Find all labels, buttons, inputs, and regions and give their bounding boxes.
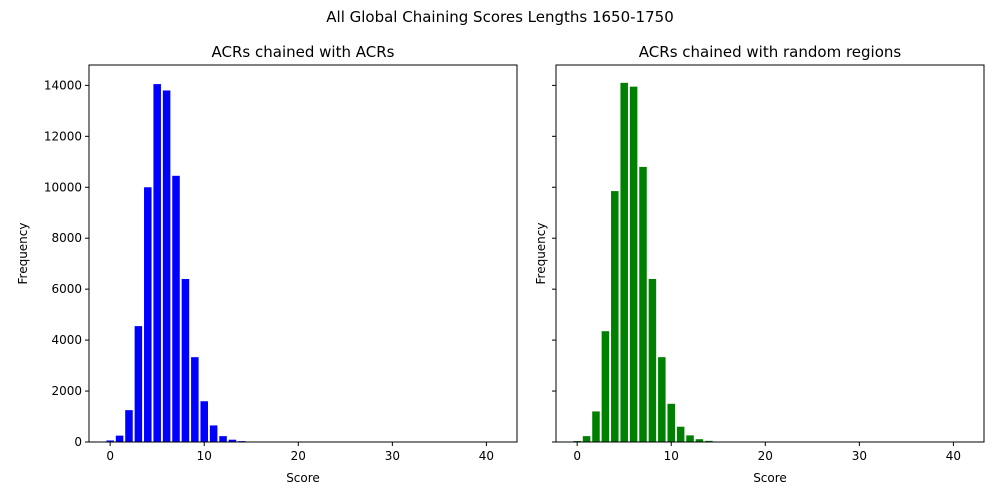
x-tick-label: 30 [385,449,400,463]
x-tick-label: 40 [479,449,494,463]
bar-score-4 [611,191,619,442]
x-tick-label: 20 [758,449,773,463]
x-axis-label: Score [286,471,320,485]
chart-title: ACRs chained with random regions [639,43,902,61]
bar-score-2 [125,410,133,442]
x-tick-label: 0 [573,449,581,463]
bar-score-5 [153,84,161,442]
y-tick-label: 4000 [51,333,82,347]
bar-score-7 [172,175,180,442]
y-tick-label: 2000 [51,384,82,398]
bar-score-5 [620,82,628,442]
bar-score-2 [592,411,600,442]
bar-score-0 [573,440,581,442]
y-tick-label: 6000 [51,282,82,296]
bar-score-13 [695,439,704,442]
bar-score-3 [134,326,143,442]
bar-score-6 [629,86,638,442]
chart-panels: 0 10 20 30 40 0 2000 4000 6000 8000 10000 12000 1400… [16,43,985,485]
x-tick-label: 20 [291,449,306,463]
x-tick-label: 30 [852,449,867,463]
bar-score-9 [191,357,199,442]
bar-score-11 [676,426,685,442]
bar-score-9 [658,357,666,442]
bar-score-13 [228,439,237,442]
x-tick-label: 10 [197,449,212,463]
bar-score-1 [582,436,591,442]
axes-frame [555,64,985,443]
x-tick-label: 10 [664,449,679,463]
y-tick-label: 0 [74,435,82,449]
chart-panel-2: 0 10 20 30 40 ACRs chained with random region… [534,43,985,485]
y-axis-label: Frequency [16,223,30,285]
bar-score-6 [162,90,171,443]
chart-panel-1: 0 10 20 30 40 0 2000 4000 6000 8000 10000 12000 1400… [16,43,518,485]
bar-score-7 [639,166,647,442]
x-tick-label: 0 [106,449,114,463]
bar-score-10 [667,403,675,442]
bar-score-1 [115,435,124,442]
x-tick-label: 40 [946,449,961,463]
chart-title: ACRs chained with ACRs [212,43,395,61]
y-tick-label: 8000 [51,231,82,245]
bar-score-11 [209,425,218,442]
bar-score-3 [601,331,610,442]
x-axis-label: Score [753,471,787,485]
bar-score-12 [686,435,694,442]
bar-score-12 [219,436,227,442]
bar-score-4 [144,187,152,442]
y-tick-label: 12000 [44,129,82,143]
y-tick-label: 14000 [44,78,82,92]
y-axis-label: Frequency [534,223,548,285]
bar-score-10 [200,401,208,442]
bar-score-8 [181,278,190,442]
figure-suptitle: All Global Chaining Scores Lengths 1650-… [326,8,673,26]
axes-frame [88,64,518,443]
y-tick-label: 10000 [44,180,82,194]
bar-score-14 [705,440,713,442]
bar-score-8 [648,278,657,442]
bar-score-0 [106,440,114,442]
